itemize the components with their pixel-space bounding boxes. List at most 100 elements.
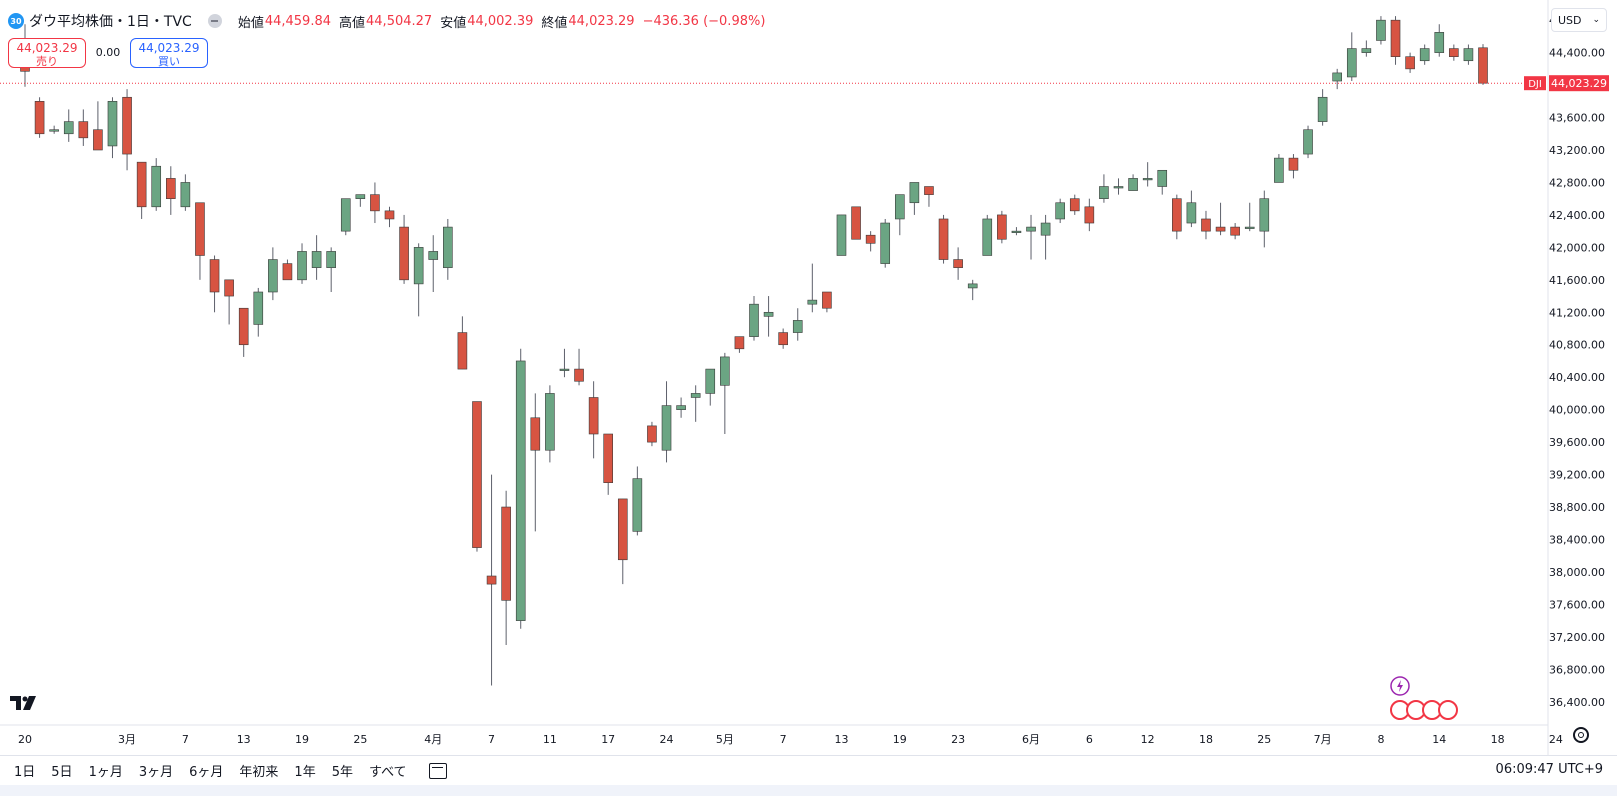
candle[interactable] — [617, 498, 628, 585]
candle[interactable] — [836, 214, 847, 256]
candle[interactable] — [909, 182, 920, 215]
candle[interactable] — [472, 401, 482, 552]
candle[interactable] — [690, 385, 701, 422]
candle[interactable] — [851, 206, 861, 240]
candle[interactable] — [180, 174, 191, 211]
candle[interactable] — [778, 328, 788, 349]
candle[interactable] — [151, 158, 162, 211]
candle[interactable] — [1201, 210, 1211, 240]
range-button[interactable]: 1ヶ月 — [88, 765, 123, 780]
candle[interactable] — [370, 182, 380, 224]
candle[interactable] — [880, 218, 891, 268]
candle[interactable] — [1463, 44, 1474, 65]
candle[interactable] — [1157, 169, 1168, 195]
candle[interactable] — [297, 243, 307, 284]
range-button[interactable]: 年初来 — [239, 765, 279, 780]
candle[interactable] — [443, 218, 453, 280]
candle[interactable] — [763, 296, 774, 337]
range-button[interactable]: すべて — [368, 765, 407, 780]
calendar-goto-icon[interactable] — [428, 762, 447, 779]
candle[interactable] — [253, 287, 264, 337]
event-markers[interactable] — [1390, 676, 1458, 720]
candle[interactable] — [413, 243, 424, 317]
candle[interactable] — [1288, 154, 1299, 179]
candle[interactable] — [1303, 125, 1313, 159]
candle[interactable] — [1084, 198, 1095, 232]
tradingview-logo-icon[interactable] — [10, 694, 38, 715]
candle[interactable] — [1099, 174, 1109, 203]
buy-button[interactable]: 44,023.29 買い — [130, 38, 208, 68]
candle[interactable] — [1434, 24, 1445, 57]
candle[interactable] — [792, 308, 803, 341]
hide-legend-icon[interactable] — [207, 14, 222, 28]
candle[interactable] — [545, 385, 555, 463]
candle[interactable] — [268, 247, 278, 301]
candle[interactable] — [1142, 162, 1153, 187]
candle[interactable] — [1405, 52, 1415, 73]
currency-selector[interactable]: USD ⌄ — [1551, 8, 1607, 32]
candle[interactable] — [355, 194, 366, 207]
candle[interactable] — [195, 202, 205, 280]
candle[interactable] — [734, 336, 745, 353]
candle[interactable] — [1011, 227, 1022, 236]
candle[interactable] — [501, 490, 511, 645]
candle[interactable] — [93, 101, 103, 151]
candle[interactable] — [1026, 214, 1036, 260]
candle[interactable] — [78, 109, 89, 146]
candle[interactable] — [982, 214, 993, 256]
candle[interactable] — [1215, 202, 1226, 236]
candle[interactable] — [486, 474, 497, 686]
candle[interactable] — [107, 97, 118, 159]
candle[interactable] — [865, 231, 876, 252]
candle[interactable] — [1449, 44, 1459, 61]
candle[interactable] — [122, 89, 132, 171]
candle[interactable] — [428, 235, 439, 292]
candle[interactable] — [807, 263, 818, 313]
sell-button[interactable]: 44,023.29 売り — [8, 38, 86, 68]
candle[interactable] — [1390, 16, 1401, 65]
candle[interactable] — [938, 214, 949, 264]
candle[interactable] — [1040, 214, 1051, 260]
candle[interactable] — [676, 397, 686, 418]
range-button[interactable]: 3ヶ月 — [138, 765, 174, 780]
candle[interactable] — [1376, 16, 1386, 45]
candle[interactable] — [1346, 32, 1357, 82]
candle[interactable] — [603, 433, 614, 495]
candle[interactable] — [1128, 174, 1138, 191]
candle[interactable] — [749, 296, 759, 341]
candle[interactable] — [1069, 194, 1080, 215]
candle[interactable] — [967, 279, 978, 301]
candle[interactable] — [588, 381, 599, 459]
candle[interactable] — [953, 247, 963, 280]
candle[interactable] — [166, 166, 176, 215]
candle[interactable] — [63, 109, 74, 142]
candle[interactable] — [1317, 89, 1328, 126]
range-button[interactable]: 1日 — [14, 765, 36, 780]
candle[interactable] — [457, 316, 468, 370]
candle[interactable] — [530, 393, 541, 532]
candle[interactable] — [661, 381, 672, 463]
candle[interactable] — [1419, 44, 1430, 65]
candle[interactable] — [1230, 223, 1240, 240]
candle[interactable] — [1055, 198, 1065, 224]
candle[interactable] — [384, 206, 395, 228]
us-flag-icon[interactable] — [1390, 700, 1458, 720]
candle[interactable] — [209, 255, 220, 313]
candle[interactable] — [720, 352, 730, 434]
candle[interactable] — [1332, 68, 1342, 90]
candle[interactable] — [1172, 194, 1182, 240]
candle[interactable] — [49, 125, 59, 134]
candle[interactable] — [1186, 190, 1197, 228]
candle[interactable] — [632, 466, 643, 536]
candle[interactable] — [705, 368, 716, 406]
settings-icon[interactable] — [1573, 727, 1589, 743]
candle[interactable] — [224, 279, 234, 325]
time-axis[interactable]: 20 3月 7 13 19 25 4月 7 11 17 24 5月 7 13 19 23 6月 6 12 18 25 7月… — [18, 733, 1563, 746]
candle[interactable] — [1274, 154, 1284, 183]
candle[interactable] — [34, 97, 45, 138]
candle[interactable] — [1259, 190, 1270, 248]
candle[interactable] — [1361, 40, 1372, 57]
candle[interactable] — [136, 161, 147, 219]
symbol-title[interactable]: ダウ平均株価・1日・TVC — [29, 14, 192, 30]
candlestick-chart[interactable]: 36,400.00 36,800.00 37,200.00 37,600.00 38,0… — [0, 0, 1617, 755]
